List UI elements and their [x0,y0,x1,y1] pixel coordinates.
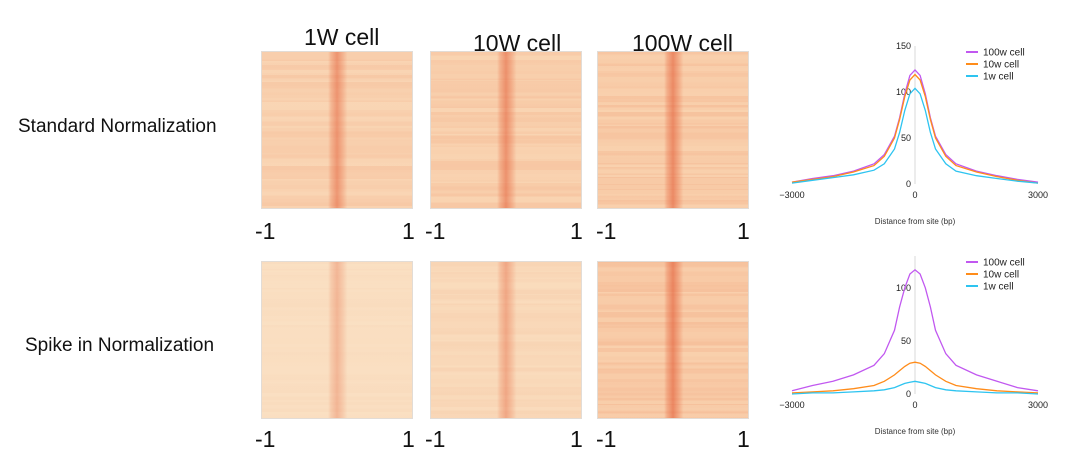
series-line-1 [791,268,1039,392]
x-tick-label: 0 [912,400,917,410]
heatmap-standard-100w [597,51,749,209]
row-label-standard: Standard Normalization [18,116,217,137]
legend-label: 1w cell [983,72,1014,83]
heatmap-tick-max: 1 [570,426,583,452]
heatmap-standard-1w [261,51,413,209]
heatmap-tick-min: -1 [596,426,617,452]
heatmap-spike-in-10w [430,261,582,419]
heatmap-standard-10w [430,51,582,209]
heatmap-spike-in-1w [261,261,413,419]
legend-label: 100w cell [983,48,1025,59]
heatmap-tick-min: -1 [255,218,276,244]
series-line-3 [791,87,1039,184]
legend-label: 1w cell [983,282,1014,293]
y-tick-label: 150 [896,41,911,51]
y-tick-label: 0 [906,389,911,399]
x-tick-label: 0 [912,190,917,200]
heatmap-tick-max: 1 [402,218,415,244]
heatmap-tick-max: 1 [570,218,583,244]
series-line-1 [791,68,1039,183]
heatmap-tick-max: 1 [737,218,750,244]
heatmap-tick-min: -1 [255,426,276,452]
heatmap-spike-in-100w [597,261,749,419]
series-line-3 [791,380,1039,395]
x-tick-label: −3000 [779,400,804,410]
series-line-2 [791,73,1039,184]
legend-label: 10w cell [983,60,1019,71]
x-tick-label: 3000 [1028,400,1048,410]
profile-plot-spike-in: 0 50 100 −3000 0 3000 Distance from site (bp) 1… [779,256,1048,436]
y-tick-label: 50 [901,133,911,143]
y-tick-label: 50 [901,336,911,346]
y-tick-label: 100 [896,87,911,97]
row-label-spike-in: Spike in Normalization [25,335,215,356]
y-tick-label: 0 [906,179,911,189]
heatmap-tick-min: -1 [425,218,446,244]
series-line-2 [791,361,1039,394]
heatmap-tick-min: -1 [596,218,617,244]
heatmap-tick-min: -1 [425,426,446,452]
x-axis-label: Distance from site (bp) [875,427,956,436]
column-title-1w: 1W cell [304,24,380,50]
legend-label: 100w cell [983,258,1025,269]
heatmap-tick-max: 1 [737,426,750,452]
profile-plot-standard: 0 50 100 150 −3000 0 3000 Distance from site (b… [779,41,1048,226]
x-tick-label: 3000 [1028,190,1048,200]
x-tick-label: −3000 [779,190,804,200]
legend-label: 10w cell [983,270,1019,281]
heatmap-tick-max: 1 [402,426,415,452]
x-axis-label: Distance from site (bp) [875,217,956,226]
y-tick-label: 100 [896,283,911,293]
